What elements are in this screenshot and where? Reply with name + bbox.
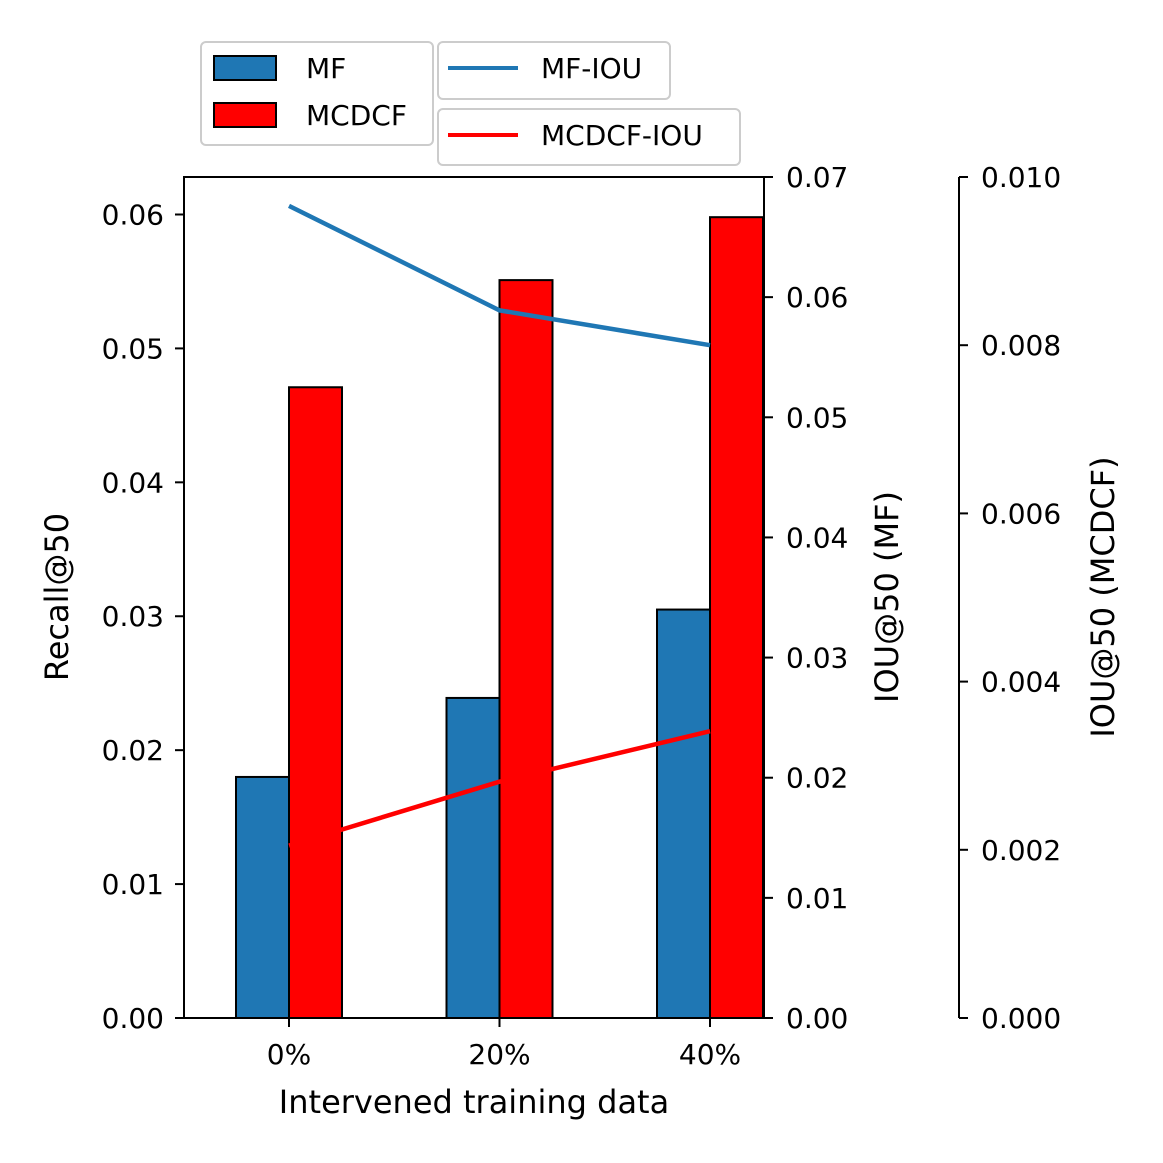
legend-label-mcdcf-iou: MCDCF-IOU [541,119,703,152]
bar-mf-20- [445,696,501,1020]
bar-mcdcf-20- [498,279,554,1019]
legend-swatch-mcdcf [213,102,277,128]
legend-frame [437,108,741,166]
left-tick-label: 0.04 [102,466,164,499]
bar-mcdcf-40- [709,216,764,1019]
bar-mf-0- [235,775,290,1019]
right1-tick-label: 0.02 [786,762,848,795]
right1-tick-label: 0.05 [786,401,848,434]
left-tick-label: 0.05 [102,332,164,365]
right2-tick-label: 0.008 [981,329,1061,362]
right1-tick-label: 0.07 [786,161,848,194]
x-tick-label: 0% [267,1038,311,1071]
left-axis-title: Recall@50 [38,513,76,681]
left-tick-label: 0.00 [102,1002,164,1035]
right2-tick-label: 0.000 [981,1002,1061,1035]
left-tick-label: 0.02 [102,734,164,767]
left-tick-label: 0.01 [102,868,164,901]
right2-tick-label: 0.004 [981,666,1061,699]
bar-mcdcf-0- [288,386,343,1019]
right1-tick-label: 0.06 [786,281,848,314]
legend-bars: MF MCDCF [200,41,434,146]
right1-axis: 0.00 0.01 0.02 0.03 0.04 0.05 0.06 0.07 [764,161,848,1035]
right2-tick-label: 0.006 [981,497,1061,530]
bar-mf-40- [656,608,711,1019]
line-mcdcf-iou [288,729,711,848]
right2-tick-label: 0.002 [981,834,1061,867]
right2-axis: 0.000 0.002 0.004 0.006 0.008 0.010 [958,161,1061,1035]
x-axis: 0% 20% 40% [267,1018,741,1071]
x-tick-label: 40% [679,1038,741,1071]
bars-layer [235,216,764,1020]
plot-frame [183,176,765,1019]
right1-tick-label: 0.01 [786,882,848,915]
lines-layer [287,203,711,848]
right2-axis-title: IOU@50 (MCDCF) [1084,456,1122,737]
legend-swatch-mf [213,55,277,81]
right1-axis-title: IOU@50 (MF) [868,491,906,703]
legend-mf-iou: MF-IOU [437,41,671,100]
right2-tick-label: 0.010 [981,161,1061,194]
right1-tick-label: 0.00 [786,1002,848,1035]
left-tick-label: 0.03 [102,600,164,633]
right1-tick-label: 0.04 [786,521,848,554]
x-tick-label: 20% [468,1038,530,1071]
legend-label-mcdcf: MCDCF [306,99,407,132]
right1-tick-label: 0.03 [786,642,848,675]
left-axis: 0.00 0.01 0.02 0.03 0.04 0.05 0.06 [102,198,184,1035]
line-mf-iou [287,203,711,348]
legend-frame [437,41,671,100]
legend-mcdcf-iou: MCDCF-IOU [437,108,741,166]
legend-label-mf: MF [306,52,346,85]
legend-label-mf-iou: MF-IOU [541,52,642,85]
x-axis-title: Intervened training data [279,1083,669,1121]
left-tick-label: 0.06 [102,198,164,231]
